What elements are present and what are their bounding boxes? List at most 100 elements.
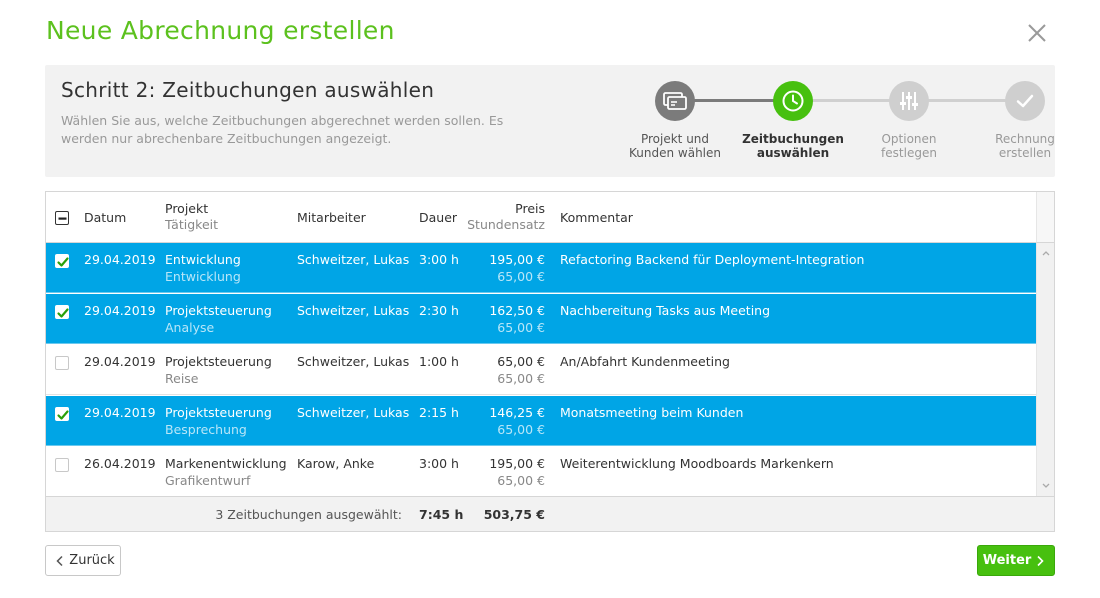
cell-stundensatz: 65,00 € xyxy=(497,320,545,335)
chevron-right-icon xyxy=(1037,555,1044,566)
header-projekt[interactable]: Projekt Tätigkeit xyxy=(165,201,218,233)
cell-datum: 29.04.2019 xyxy=(84,303,156,318)
table-row[interactable]: 29.04.2019 Projektsteuerung Besprechung Sch… xyxy=(46,396,1036,446)
step-rechnung: Rechnung erstellen xyxy=(965,81,1085,160)
cell-dauer: 2:30 h xyxy=(419,303,459,318)
table-row[interactable]: 29.04.2019 Entwicklung Entwicklung Schweitz… xyxy=(46,243,1036,293)
close-button[interactable] xyxy=(1026,22,1048,44)
header-preis[interactable]: Preis Stundensatz xyxy=(466,201,545,233)
cell-mitarbeiter: Karow, Anke xyxy=(297,456,375,471)
cell-dauer: 1:00 h xyxy=(419,354,459,369)
cell-projekt: Projektsteuerung Analyse xyxy=(165,302,272,336)
step-title: Schritt 2: Zeitbuchungen auswählen xyxy=(61,78,435,102)
table-row[interactable]: 29.04.2019 Projektsteuerung Analyse Schweit… xyxy=(46,294,1036,344)
step-circle-1 xyxy=(655,81,695,121)
row-checkbox[interactable] xyxy=(55,305,69,319)
cell-taetigkeit: Grafikentwurf xyxy=(165,473,251,488)
step-label-3-line2: festlegen xyxy=(881,146,937,160)
scrollbar-header-spacer xyxy=(1036,192,1054,243)
header-taetigkeit-label: Tätigkeit xyxy=(165,217,219,232)
cell-preis: 162,50 € 65,00 € xyxy=(466,302,545,336)
step-circle-3 xyxy=(889,81,929,121)
step-circle-4 xyxy=(1005,81,1045,121)
select-all-checkbox[interactable] xyxy=(55,211,69,225)
cell-preis: 65,00 € 65,00 € xyxy=(466,353,545,387)
cell-stundensatz: 65,00 € xyxy=(497,473,545,488)
checkmark-icon xyxy=(57,257,69,267)
cell-mitarbeiter: Schweitzer, Lukas xyxy=(297,252,410,267)
step-zeitbuchungen: Zeitbuchungen auswählen xyxy=(733,81,853,160)
back-button-label: Zurück xyxy=(69,553,115,568)
cell-projekt-name: Markenentwicklung xyxy=(165,456,287,471)
cell-stundensatz: 65,00 € xyxy=(497,422,545,437)
cell-kommentar: An/Abfahrt Kundenmeeting xyxy=(560,354,730,369)
table-scrollbar[interactable] xyxy=(1036,243,1054,496)
cell-dauer: 3:00 h xyxy=(419,252,459,267)
cell-stundensatz: 65,00 € xyxy=(497,371,545,386)
cell-preis: 195,00 € 65,00 € xyxy=(466,455,545,489)
cell-preis-value: 195,00 € xyxy=(489,456,545,471)
step-label-2-line1: Zeitbuchungen xyxy=(742,132,844,146)
cell-projekt-name: Projektsteuerung xyxy=(165,405,272,420)
step-label-4-line1: Rechnung xyxy=(995,132,1055,146)
next-button[interactable]: Weiter xyxy=(977,545,1055,576)
total-price: 503,75 € xyxy=(483,507,545,522)
step-label-2-line2: auswählen xyxy=(756,146,830,160)
stepper-connector-done xyxy=(687,99,797,102)
step-circle-2 xyxy=(773,81,813,121)
cell-kommentar: Refactoring Backend für Deployment-Integ… xyxy=(560,252,865,267)
selection-summary: 3 Zeitbuchungen ausgewählt: xyxy=(215,507,402,522)
cell-kommentar: Nachbereitung Tasks aus Meeting xyxy=(560,303,771,318)
cell-kommentar: Weiterentwicklung Moodboards Markenkern xyxy=(560,456,834,471)
cell-taetigkeit: Reise xyxy=(165,371,199,386)
total-duration: 7:45 h xyxy=(419,507,464,522)
back-button[interactable]: Zurück xyxy=(45,545,121,576)
cell-mitarbeiter: Schweitzer, Lukas xyxy=(297,405,410,420)
scroll-down-icon[interactable] xyxy=(1041,481,1051,491)
step-label-3-line1: Optionen xyxy=(881,132,937,146)
cell-datum: 29.04.2019 xyxy=(84,405,156,420)
cell-projekt: Entwicklung Entwicklung xyxy=(165,251,241,285)
cell-datum: 26.04.2019 xyxy=(84,456,156,471)
header-datum[interactable]: Datum xyxy=(84,210,127,225)
minus-icon xyxy=(58,217,67,220)
cell-stundensatz: 65,00 € xyxy=(497,269,545,284)
check-icon xyxy=(1016,94,1034,108)
cell-taetigkeit: Entwicklung xyxy=(165,269,241,284)
step-label-1-line1: Projekt und xyxy=(640,132,710,146)
row-checkbox[interactable] xyxy=(55,254,69,268)
step-optionen: Optionen festlegen xyxy=(849,81,969,160)
cell-preis: 146,25 € 65,00 € xyxy=(466,404,545,438)
row-checkbox[interactable] xyxy=(55,356,69,370)
table-row[interactable]: 29.04.2019 Projektsteuerung Reise Schweitze… xyxy=(46,345,1036,395)
row-checkbox[interactable] xyxy=(55,458,69,472)
scroll-up-icon[interactable] xyxy=(1041,248,1051,258)
cell-dauer: 3:00 h xyxy=(419,456,459,471)
cell-preis-value: 162,50 € xyxy=(489,303,545,318)
clock-icon xyxy=(782,90,804,112)
header-preis-label: Preis xyxy=(515,201,545,216)
chevron-left-icon xyxy=(56,555,63,566)
cell-dauer: 2:15 h xyxy=(419,405,459,420)
header-dauer[interactable]: Dauer xyxy=(419,210,458,225)
header-stundensatz-label: Stundensatz xyxy=(467,217,545,232)
dialog-title: Neue Abrechnung erstellen xyxy=(46,16,395,45)
cell-projekt-name: Projektsteuerung xyxy=(165,303,272,318)
row-checkbox[interactable] xyxy=(55,407,69,421)
step-panel: Schritt 2: Zeitbuchungen auswählen Wähle… xyxy=(45,65,1055,177)
header-mitarbeiter[interactable]: Mitarbeiter xyxy=(297,210,366,225)
header-projekt-label: Projekt xyxy=(165,201,209,216)
header-kommentar[interactable]: Kommentar xyxy=(560,210,633,225)
step-description: Wählen Sie aus, welche Zeitbuchungen abg… xyxy=(61,113,504,146)
wizard-stepper: Projekt und Kunden wählen Zeitbuchungen … xyxy=(575,65,1055,177)
cell-taetigkeit: Besprechung xyxy=(165,422,247,437)
cell-kommentar: Monatsmeeting beim Kunden xyxy=(560,405,744,420)
cell-mitarbeiter: Schweitzer, Lukas xyxy=(297,354,410,369)
cell-datum: 29.04.2019 xyxy=(84,252,156,267)
cell-preis-value: 146,25 € xyxy=(489,405,545,420)
cell-preis-value: 195,00 € xyxy=(489,252,545,267)
sliders-icon xyxy=(900,92,918,110)
table-row[interactable]: 26.04.2019 Markenentwicklung Grafikentwurf… xyxy=(46,447,1036,497)
cell-taetigkeit: Analyse xyxy=(165,320,215,335)
time-entries-table: Datum Projekt Tätigkeit Mitarbeiter Daue… xyxy=(45,191,1055,532)
